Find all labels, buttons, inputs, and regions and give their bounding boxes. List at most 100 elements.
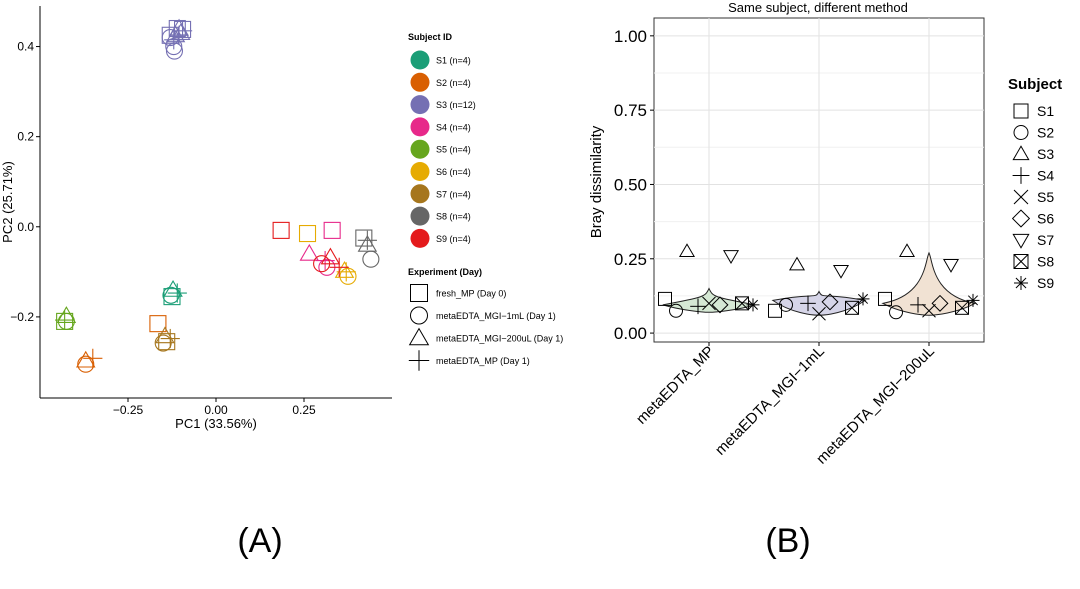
pca-point: [272, 221, 290, 239]
pca-y-tick-label: 0.4: [17, 40, 34, 54]
violin-point: [889, 305, 903, 320]
pca-point: [355, 229, 373, 247]
pca-legend-shape: [408, 327, 430, 346]
pca-legend-swatch: [410, 117, 430, 137]
violin-legend-shape: [1011, 209, 1031, 228]
pca-legend: Subject ID S1 (n=4) S2 (n=4) S3 (n=12) S4 (…: [408, 32, 563, 371]
pca-legend-swatch: [410, 95, 430, 115]
violin-point: [955, 300, 969, 315]
pca-y-tick-label: 0.0: [17, 220, 34, 234]
violin-legend-label: S1: [1037, 103, 1054, 119]
pca-legend-experiment-label: metaEDTA_MGI−1mL (Day 1): [436, 311, 556, 321]
pca-point: [315, 250, 335, 271]
pca-legend-subject-label: S5 (n=4): [436, 145, 471, 155]
violin-legend-label: S8: [1037, 254, 1054, 270]
pca-point: [161, 28, 179, 47]
pca-point: [83, 348, 103, 368]
violin-point: [832, 264, 850, 279]
violin-point: [768, 303, 782, 318]
pca-y-tick-label: 0.2: [17, 130, 34, 144]
violin-point: [678, 243, 696, 258]
violin-point: [931, 294, 949, 312]
pca-legend-subject-title: Subject ID: [408, 32, 453, 42]
pca-plot-area: [40, 6, 392, 398]
pca-y-ticks: −0.2 0.0 0.2 0.4: [10, 40, 40, 324]
violin-legend-items: S1 S2 S3 S4 S5 S6 S7 S8 S9: [1011, 103, 1054, 291]
violin-y-tick-label: 0.50: [614, 175, 647, 194]
pca-point: [323, 221, 341, 239]
pca-panel: −0.25 0.00 0.25 −0.2 0.0 0.2 0.4 PC1 (33.56%)…: [0, 6, 563, 431]
violin-legend-shape: [1013, 254, 1029, 269]
violin-legend-shape: [1012, 233, 1030, 249]
panel-label-b: (B): [765, 522, 810, 560]
violin-legend: Subject S1 S2 S3 S4 S5 S6 S7 S8 S9: [1008, 76, 1062, 291]
pca-x-tick-label: −0.25: [113, 403, 144, 417]
violin-point: [845, 300, 859, 315]
violin-point: [878, 291, 892, 306]
violin-legend-label: S4: [1037, 168, 1054, 184]
violins: [662, 251, 977, 316]
pca-legend-experiment-label: metaEDTA_MP (Day 1): [436, 356, 530, 366]
violin-point: [669, 303, 683, 318]
pca-legend-swatch: [410, 162, 430, 181]
pca-point: [164, 30, 184, 50]
violin-point: [690, 298, 706, 315]
pca-points: [55, 18, 380, 373]
violin-shape: [662, 287, 756, 313]
violin-point: [722, 250, 740, 264]
pca-point: [298, 224, 317, 243]
pca-point: [165, 42, 184, 60]
violin-legend-shape: [1012, 145, 1030, 161]
violin-legend-shape: [1013, 103, 1029, 119]
pca-legend-subject-label: S6 (n=4): [436, 167, 471, 177]
pca-legend-subject-label: S8 (n=4): [436, 212, 471, 222]
violin-y-tick-label: 0.00: [614, 324, 647, 343]
violin-y-axis-label: Bray dissimilarity: [588, 125, 605, 238]
violin-legend-label: S2: [1037, 125, 1054, 141]
pca-point: [357, 230, 377, 250]
pca-legend-swatch: [410, 139, 430, 159]
pca-point: [329, 257, 349, 277]
pca-point: [160, 328, 180, 349]
pca-legend-swatch: [410, 206, 430, 226]
violin-y-tick-label: 0.25: [614, 250, 647, 269]
pca-point: [172, 21, 193, 41]
violin-point: [746, 298, 760, 312]
pca-x-tick-label: 0.00: [204, 403, 228, 417]
violin-point: [658, 291, 672, 306]
violin-x-tick-label: metaEDTA_MP: [633, 343, 718, 428]
violin-legend-label: S5: [1037, 189, 1054, 205]
pca-legend-experiments: fresh_MP (Day 0) metaEDTA_MGI−1mL (Day 1)…: [408, 284, 563, 371]
pca-point: [357, 234, 378, 252]
violin-point: [735, 296, 749, 311]
pca-point: [77, 355, 95, 373]
pca-legend-subject-label: S3 (n=12): [436, 100, 476, 110]
violin-y-ticks: 0.00 0.25 0.50 0.75 1.00: [614, 27, 654, 343]
violin-shape: [881, 251, 977, 316]
violin-point: [856, 292, 870, 306]
violin-point: [800, 295, 816, 312]
pca-point: [168, 19, 186, 38]
pca-legend-shape: [410, 284, 428, 302]
pca-point: [56, 306, 77, 323]
pca-legend-experiment-label: fresh_MP (Day 0): [436, 289, 506, 299]
pca-legend-experiment-label: metaEDTA_MGI−200uL (Day 1): [436, 334, 563, 344]
pca-point: [162, 286, 180, 304]
pca-legend-swatch: [410, 72, 430, 92]
pca-point: [320, 247, 341, 265]
pca-point: [165, 25, 186, 43]
violin-point: [966, 293, 980, 307]
violin-legend-shape: [1012, 167, 1030, 184]
panel-label-a: (A): [237, 522, 282, 560]
pca-point: [336, 262, 356, 282]
pca-x-ticks: −0.25 0.00 0.25: [113, 398, 316, 417]
pca-legend-subject-label: S4 (n=4): [436, 122, 471, 132]
violin-points: [658, 243, 980, 321]
violin-point: [779, 297, 793, 312]
violin-legend-label: S3: [1037, 146, 1054, 162]
pca-y-axis-label: PC2 (25.71%): [0, 161, 15, 243]
pca-point: [149, 315, 167, 333]
pca-point: [334, 261, 355, 278]
